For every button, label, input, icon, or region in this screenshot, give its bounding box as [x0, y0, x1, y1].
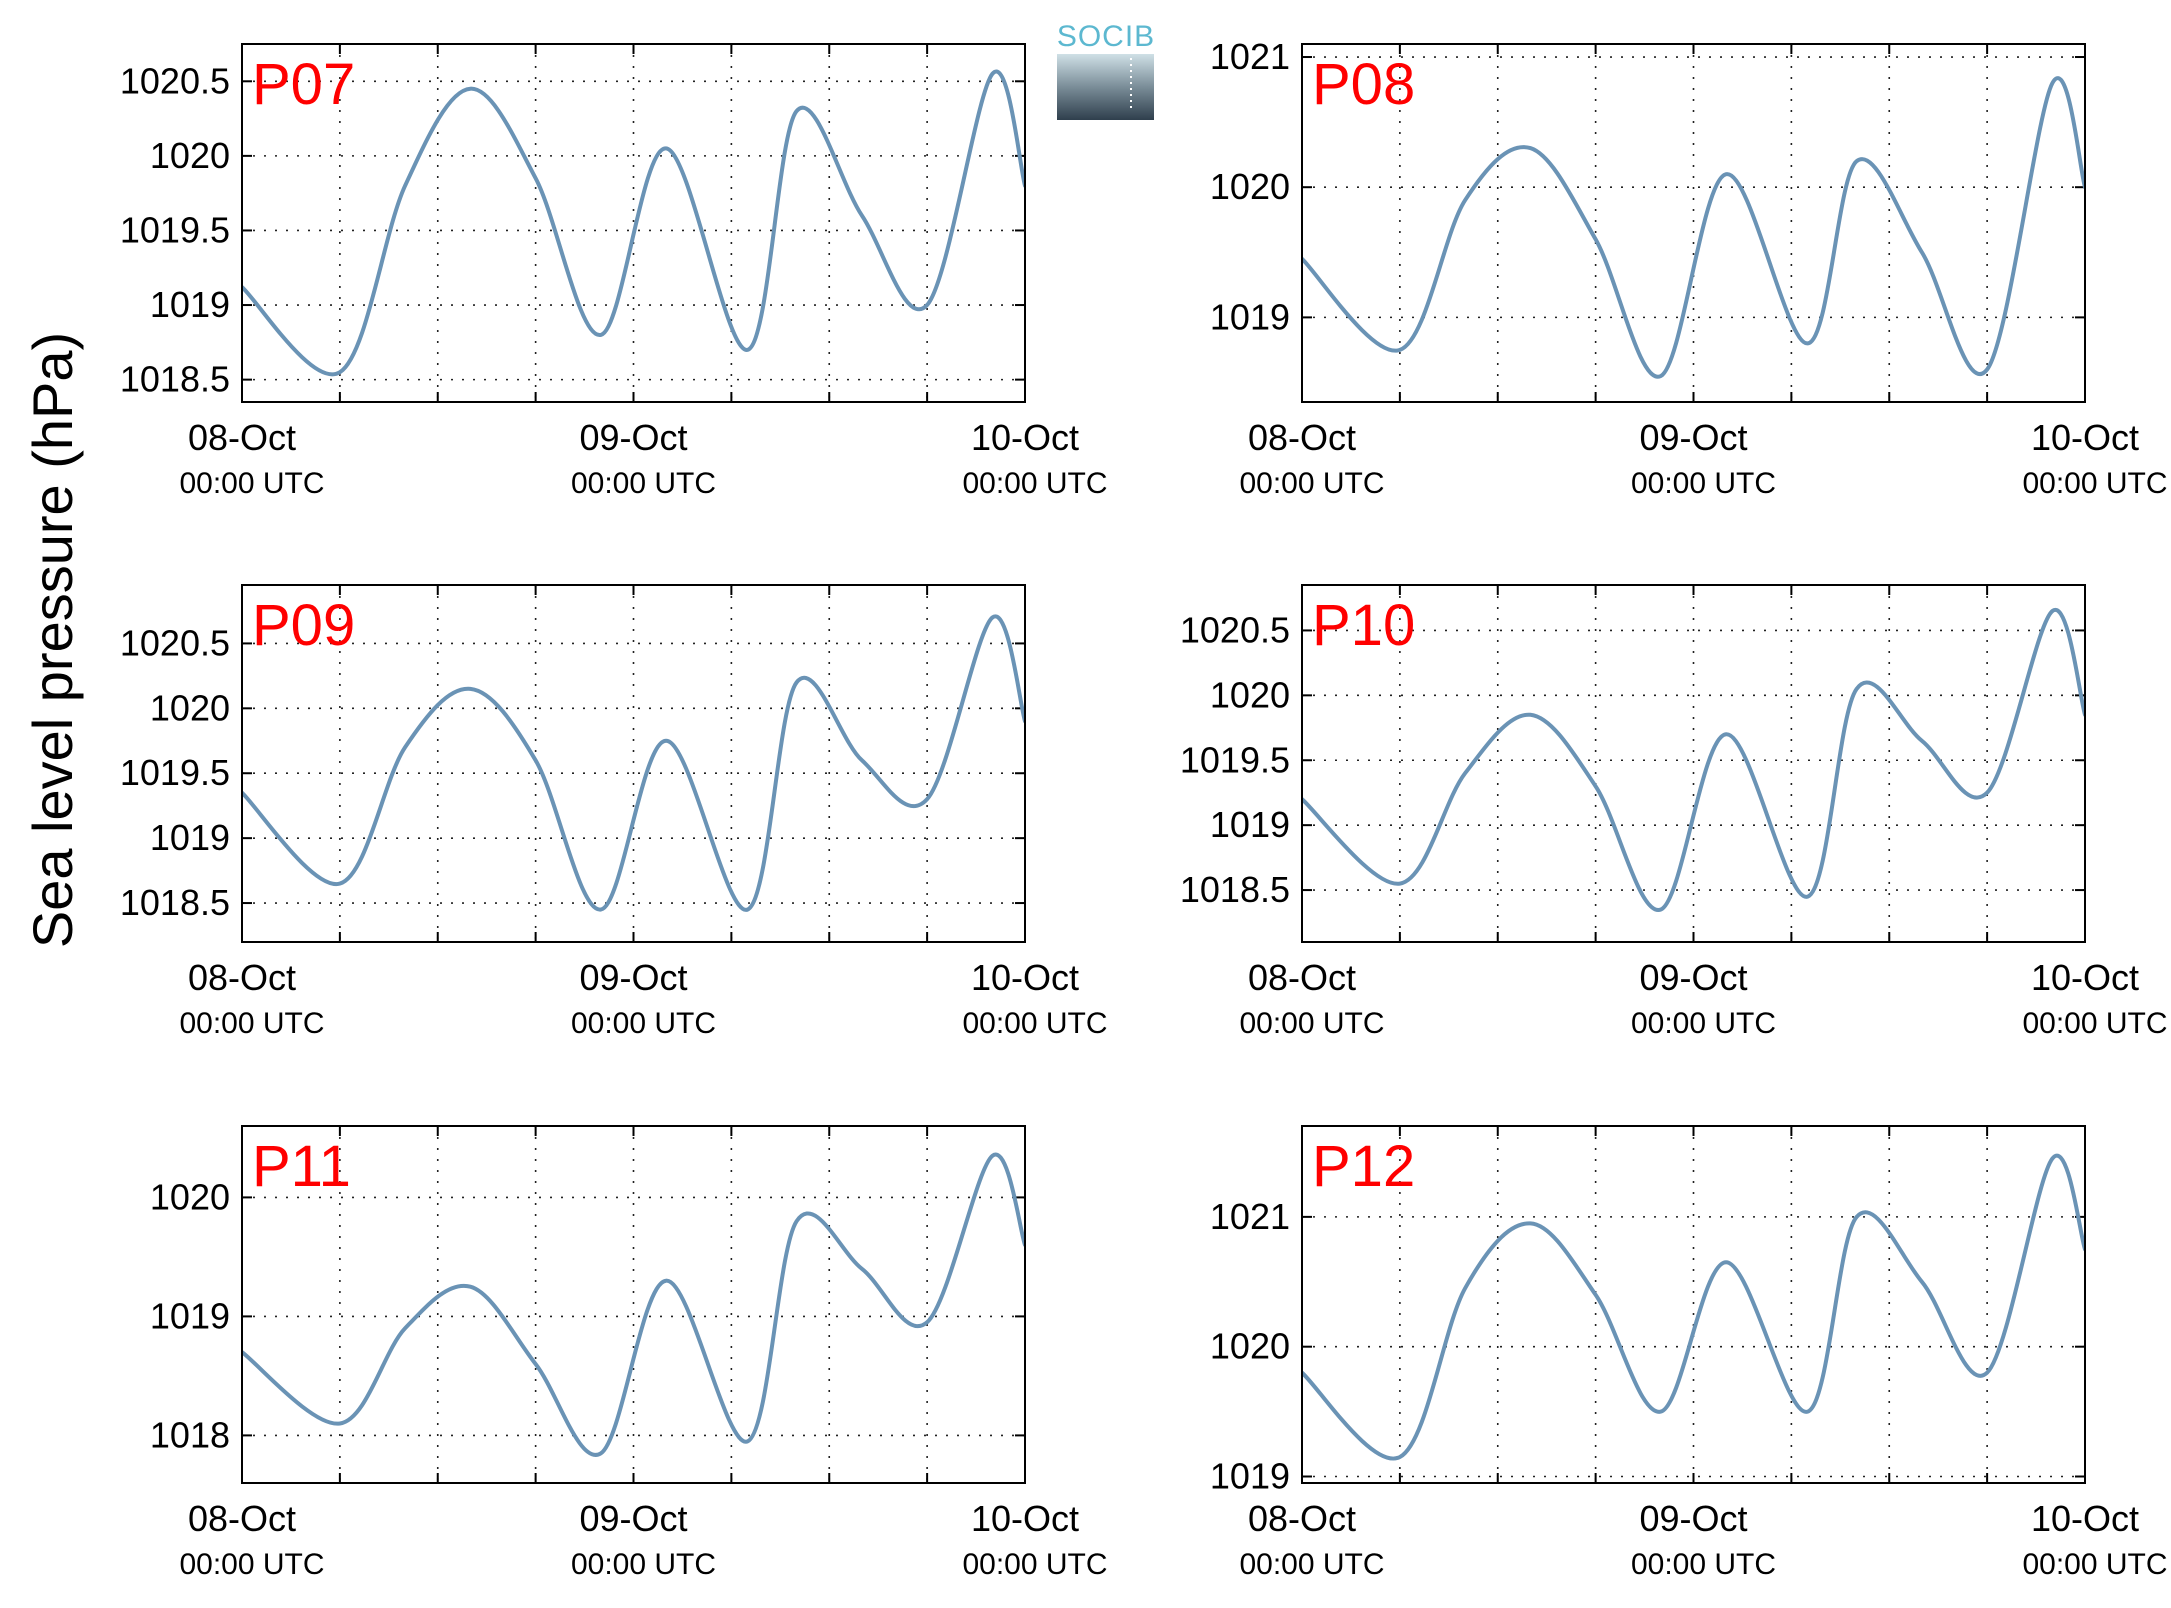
- plot-frame: [1301, 584, 2086, 943]
- x-tick-date: 09-Oct: [1639, 417, 1747, 458]
- panel-p09: 1018.5 1019 1019.5 1020 1020.5 08-Oct 00:00 UT…: [120, 584, 1108, 1040]
- x-tick-time: 00:00 UTC: [571, 1007, 716, 1040]
- x-tick-date: 10-Oct: [2031, 1498, 2139, 1539]
- logo-text: SOCIB: [1057, 20, 1155, 53]
- pressure-series-line: [1302, 1153, 2085, 1461]
- x-tick-time: 00:00 UTC: [1631, 1548, 1776, 1581]
- y-tick-label: 1020: [1210, 1326, 1290, 1367]
- y-tick-label: 1020: [150, 135, 230, 176]
- y-tick-label: 1018: [150, 1414, 230, 1455]
- x-tick-date: 08-Oct: [188, 1498, 296, 1539]
- x-tick-time: 00:00 UTC: [1631, 1007, 1776, 1040]
- panel-p10: 1018.5 1019 1019.5 1020 1020.5 08-Oct 00:00 UT…: [1180, 584, 2168, 1040]
- y-tick-label: 1019: [150, 284, 230, 325]
- y-tick-label: 1019: [1210, 1456, 1290, 1497]
- panel-label: P08: [1312, 52, 1415, 117]
- x-tick-time: 00:00 UTC: [571, 467, 716, 500]
- x-tick-time: 00:00 UTC: [179, 1007, 324, 1040]
- x-tick-date: 10-Oct: [2031, 417, 2139, 458]
- y-tick-label: 1021: [1210, 1196, 1290, 1237]
- x-tick-date: 08-Oct: [188, 957, 296, 998]
- plot-frame: [1301, 1125, 2086, 1484]
- y-tick-label: 1019: [1210, 296, 1290, 337]
- x-tick-date: 08-Oct: [1248, 957, 1356, 998]
- panel-label: P10: [1312, 593, 1415, 658]
- y-tick-label: 1019: [150, 1295, 230, 1336]
- panel-p12: 1019 1020 1021 08-Oct 00:00 UTC 09-Oct 00:00 U…: [1210, 1125, 2168, 1581]
- y-tick-label: 1019.5: [1180, 739, 1290, 780]
- panel-label: P11: [252, 1134, 351, 1199]
- y-tick-label: 1018.5: [120, 359, 230, 400]
- x-tick-time: 00:00 UTC: [179, 467, 324, 500]
- panel-label: P09: [252, 593, 355, 658]
- panel-p07: 1018.5 1019 1019.5 1020 1020.5 08-Oct 00:00 UT…: [120, 43, 1108, 500]
- x-tick-time: 00:00 UTC: [962, 1548, 1107, 1581]
- panel-label: P12: [1312, 1134, 1415, 1199]
- x-tick-date: 08-Oct: [1248, 417, 1356, 458]
- x-tick-date: 08-Oct: [188, 417, 296, 458]
- x-tick-time: 00:00 UTC: [1239, 1007, 1384, 1040]
- plot-frame: [241, 43, 1026, 403]
- y-tick-label: 1018.5: [120, 882, 230, 923]
- x-tick-date: 09-Oct: [579, 957, 687, 998]
- x-tick-time: 00:00 UTC: [1239, 467, 1384, 500]
- panel-label: P07: [252, 52, 355, 117]
- pressure-series-line: [242, 69, 1025, 377]
- y-tick-label: 1020.5: [120, 622, 230, 663]
- pressure-series-line: [242, 1152, 1025, 1457]
- y-tick-label: 1020: [150, 687, 230, 728]
- x-tick-date: 09-Oct: [1639, 1498, 1747, 1539]
- y-tick-label: 1019.5: [120, 752, 230, 793]
- y-tick-label: 1019.5: [120, 209, 230, 250]
- panel-p11: 1018 1019 1020 08-Oct 00:00 UTC 09-Oct 00:00 U…: [150, 1125, 1108, 1581]
- plot-frame: [1301, 43, 2086, 403]
- x-tick-date: 10-Oct: [971, 417, 1079, 458]
- x-tick-date: 09-Oct: [579, 417, 687, 458]
- y-tick-label: 1020.5: [1180, 609, 1290, 650]
- panel-p08: 1019 1020 1021 08-Oct 00:00 UTC 09-Oct 00:00 U…: [1210, 36, 2168, 500]
- x-tick-time: 00:00 UTC: [179, 1548, 324, 1581]
- x-tick-time: 00:00 UTC: [962, 1007, 1107, 1040]
- x-tick-date: 09-Oct: [1639, 957, 1747, 998]
- x-tick-date: 08-Oct: [1248, 1498, 1356, 1539]
- x-tick-time: 00:00 UTC: [1631, 467, 1776, 500]
- x-tick-date: 10-Oct: [971, 1498, 1079, 1539]
- panels: 1018.5 1019 1019.5 1020 1020.5 08-Oct 00:00 UT…: [120, 36, 2168, 1581]
- x-tick-time: 00:00 UTC: [1239, 1548, 1384, 1581]
- y-tick-label: 1020: [1210, 674, 1290, 715]
- y-tick-label: 1020: [1210, 166, 1290, 207]
- x-tick-date: 09-Oct: [579, 1498, 687, 1539]
- y-tick-label: 1018.5: [1180, 869, 1290, 910]
- plot-frame: [241, 584, 1026, 943]
- x-tick-time: 00:00 UTC: [571, 1548, 716, 1581]
- y-tick-label: 1020: [150, 1176, 230, 1217]
- pressure-series-line: [242, 614, 1025, 912]
- x-tick-time: 00:00 UTC: [2022, 1007, 2167, 1040]
- y-tick-label: 1019: [1210, 804, 1290, 845]
- x-tick-date: 10-Oct: [2031, 957, 2139, 998]
- x-tick-time: 00:00 UTC: [2022, 467, 2167, 500]
- x-tick-time: 00:00 UTC: [2022, 1548, 2167, 1581]
- x-tick-time: 00:00 UTC: [962, 467, 1107, 500]
- y-tick-label: 1020.5: [120, 60, 230, 101]
- pressure-series-line: [1302, 607, 2085, 912]
- y-axis-label: Sea level pressure (hPa): [21, 332, 84, 948]
- x-tick-date: 10-Oct: [971, 957, 1079, 998]
- y-tick-label: 1021: [1210, 36, 1290, 77]
- y-tick-label: 1019: [150, 817, 230, 858]
- pressure-series-line: [1302, 76, 2085, 379]
- socib-logo: SOCIB: [1057, 20, 1155, 120]
- plot-frame: [241, 1125, 1026, 1484]
